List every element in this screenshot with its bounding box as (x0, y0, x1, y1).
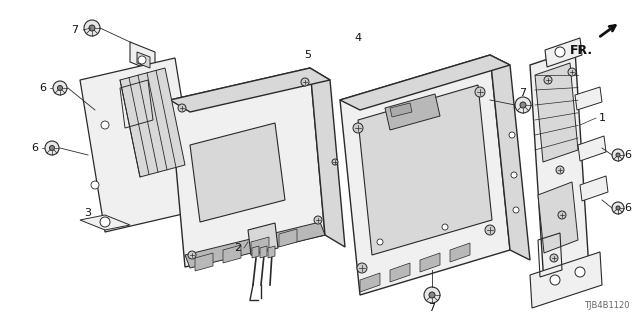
Circle shape (520, 102, 526, 108)
Polygon shape (190, 123, 285, 222)
Circle shape (555, 47, 565, 57)
Polygon shape (268, 246, 275, 258)
Text: 4: 4 (355, 33, 362, 43)
Text: 6: 6 (40, 83, 47, 93)
Circle shape (301, 78, 309, 86)
Polygon shape (530, 50, 590, 300)
Polygon shape (137, 52, 150, 68)
Polygon shape (385, 94, 440, 130)
Circle shape (357, 263, 367, 273)
Polygon shape (420, 253, 440, 272)
Circle shape (616, 153, 620, 157)
Circle shape (544, 76, 552, 84)
Circle shape (442, 224, 448, 230)
Circle shape (314, 216, 322, 224)
Circle shape (616, 206, 620, 210)
Polygon shape (358, 85, 492, 255)
Polygon shape (538, 182, 578, 253)
Polygon shape (251, 237, 269, 255)
Circle shape (558, 211, 566, 219)
Polygon shape (360, 273, 380, 292)
Circle shape (429, 292, 435, 298)
Circle shape (84, 20, 100, 36)
Circle shape (91, 181, 99, 189)
Polygon shape (340, 55, 510, 295)
Text: 1: 1 (598, 113, 605, 123)
Polygon shape (530, 252, 602, 308)
Circle shape (138, 56, 146, 64)
Circle shape (515, 97, 531, 113)
Circle shape (53, 81, 67, 95)
Polygon shape (80, 58, 200, 232)
Circle shape (49, 146, 54, 150)
Polygon shape (279, 229, 297, 247)
Polygon shape (535, 63, 578, 162)
Polygon shape (310, 68, 345, 247)
Polygon shape (170, 68, 325, 267)
Polygon shape (490, 55, 530, 260)
Polygon shape (578, 136, 606, 161)
Polygon shape (580, 176, 608, 201)
Circle shape (101, 121, 109, 129)
Circle shape (100, 217, 110, 227)
Text: 6: 6 (625, 203, 632, 213)
Polygon shape (130, 42, 155, 72)
Text: TJB4B1120: TJB4B1120 (584, 301, 630, 310)
Circle shape (612, 202, 624, 214)
Circle shape (89, 25, 95, 31)
Polygon shape (390, 263, 410, 282)
Text: 3: 3 (84, 208, 92, 218)
Polygon shape (450, 243, 470, 262)
Circle shape (550, 254, 558, 262)
Circle shape (377, 239, 383, 245)
Circle shape (550, 275, 560, 285)
Circle shape (45, 141, 59, 155)
Polygon shape (223, 245, 241, 263)
Polygon shape (252, 246, 259, 258)
Circle shape (188, 251, 196, 259)
Circle shape (575, 267, 585, 277)
Text: FR.: FR. (570, 44, 593, 57)
Polygon shape (170, 68, 330, 112)
Circle shape (353, 123, 363, 133)
Polygon shape (340, 55, 510, 110)
Polygon shape (248, 223, 278, 255)
Polygon shape (185, 222, 325, 268)
Circle shape (568, 68, 576, 76)
Circle shape (475, 87, 485, 97)
Circle shape (509, 132, 515, 138)
Polygon shape (120, 68, 185, 177)
Text: 7: 7 (428, 303, 436, 313)
Polygon shape (545, 38, 582, 67)
Text: 5: 5 (305, 50, 312, 60)
Polygon shape (195, 253, 213, 271)
Text: 6: 6 (625, 150, 632, 160)
Text: 7: 7 (520, 88, 527, 98)
Circle shape (424, 287, 440, 303)
Polygon shape (390, 103, 412, 117)
Text: 6: 6 (31, 143, 38, 153)
Polygon shape (260, 246, 267, 258)
Polygon shape (575, 87, 602, 110)
Circle shape (511, 172, 517, 178)
Circle shape (485, 225, 495, 235)
Circle shape (612, 149, 624, 161)
Polygon shape (80, 215, 130, 230)
Circle shape (332, 159, 338, 165)
Circle shape (513, 207, 519, 213)
Circle shape (58, 85, 63, 91)
Circle shape (556, 166, 564, 174)
Text: 7: 7 (72, 25, 79, 35)
Text: 2: 2 (234, 243, 241, 253)
Circle shape (178, 104, 186, 112)
